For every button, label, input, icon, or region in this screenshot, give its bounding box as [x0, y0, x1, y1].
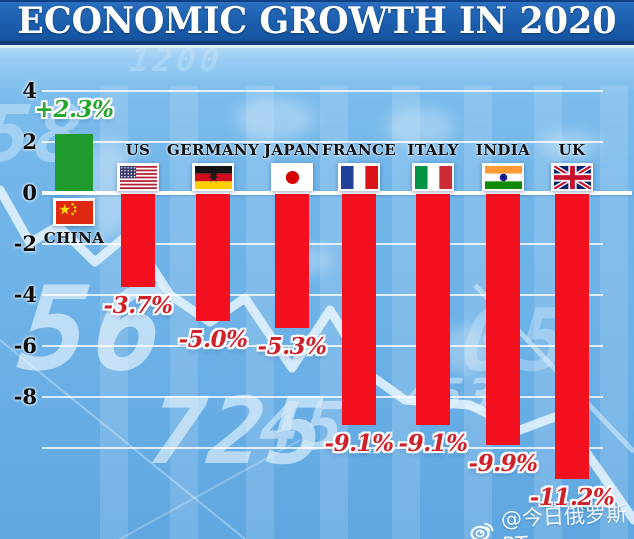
country-label-france: FRANCE	[321, 141, 397, 159]
value-label-germany: -5.0%	[178, 325, 248, 353]
flag-india-icon	[482, 163, 524, 191]
zero-axis-line	[42, 191, 632, 195]
flag-germany-art	[194, 165, 232, 189]
flag-japan-icon	[271, 163, 313, 191]
bar-china	[55, 134, 93, 191]
flag-uk-art	[553, 165, 591, 189]
value-label-china: +2.3%	[34, 96, 114, 123]
country-label-uk: UK	[558, 141, 586, 159]
y-tick-label-0: 0	[22, 180, 37, 205]
flag-japan-art	[273, 165, 311, 189]
country-label-china: CHINA	[43, 229, 105, 247]
flag-china-art	[55, 200, 93, 224]
bar-france	[342, 194, 376, 426]
background-glow-blob	[385, 108, 455, 146]
country-label-india: INDIA	[475, 141, 531, 159]
value-label-france: -9.1%	[324, 430, 394, 458]
flag-us-art	[119, 165, 157, 189]
watermark-handle: @今日俄罗斯RT	[500, 501, 628, 539]
y-tick-label--6: -6	[13, 333, 37, 358]
background-vertical-band	[600, 86, 628, 539]
y-tick-label--8: -8	[13, 384, 37, 409]
background-vertical-band	[100, 86, 128, 539]
gridline--8	[42, 396, 603, 398]
value-label-italy: -9.1%	[398, 430, 468, 458]
background-glow-blob	[540, 130, 600, 160]
country-label-us: US	[125, 141, 151, 159]
country-label-japan: JAPAN	[263, 141, 321, 159]
bar-us	[121, 194, 155, 288]
flag-uk-icon	[551, 163, 593, 191]
value-label-uk: -11.2%	[529, 483, 615, 511]
y-tick-label-2: 2	[22, 129, 37, 154]
chart-title: ECONOMIC GROWTH IN 2020	[17, 0, 617, 42]
gridline--6	[42, 345, 603, 347]
value-label-india: -9.9%	[468, 450, 538, 478]
gridline--2	[42, 243, 603, 245]
bar-japan	[275, 194, 309, 329]
gridline-2	[42, 141, 603, 143]
gridline--10	[42, 447, 603, 449]
background-vertical-band	[392, 86, 420, 539]
flag-france-art	[340, 165, 378, 189]
country-label-italy: ITALY	[407, 141, 459, 159]
watermark: @今日俄罗斯RT	[469, 497, 634, 539]
background-glow-blob	[235, 98, 315, 140]
y-tick-label-4: 4	[22, 78, 37, 103]
flag-germany-icon	[192, 163, 234, 191]
flag-italy-icon	[412, 163, 454, 191]
y-tick-label--4: -4	[13, 282, 37, 307]
flag-china-icon	[53, 198, 95, 226]
bar-italy	[416, 194, 450, 426]
title-highlight-strip	[0, 45, 634, 48]
bar-uk	[555, 194, 589, 479]
value-label-us: -3.7%	[103, 292, 173, 320]
flag-us-icon	[117, 163, 159, 191]
gridline-4	[42, 90, 603, 92]
flag-india-art	[484, 165, 522, 189]
gridline--4	[42, 294, 603, 296]
bar-germany	[196, 194, 230, 321]
flag-italy-art	[414, 165, 452, 189]
value-label-japan: -5.3%	[257, 333, 327, 361]
title-bar: ECONOMIC GROWTH IN 2020	[0, 0, 634, 45]
y-tick-label--2: -2	[13, 231, 37, 256]
bar-india	[486, 194, 520, 446]
weibo-icon	[470, 522, 494, 539]
country-label-germany: GERMANY	[166, 141, 260, 159]
flag-france-icon	[338, 163, 380, 191]
